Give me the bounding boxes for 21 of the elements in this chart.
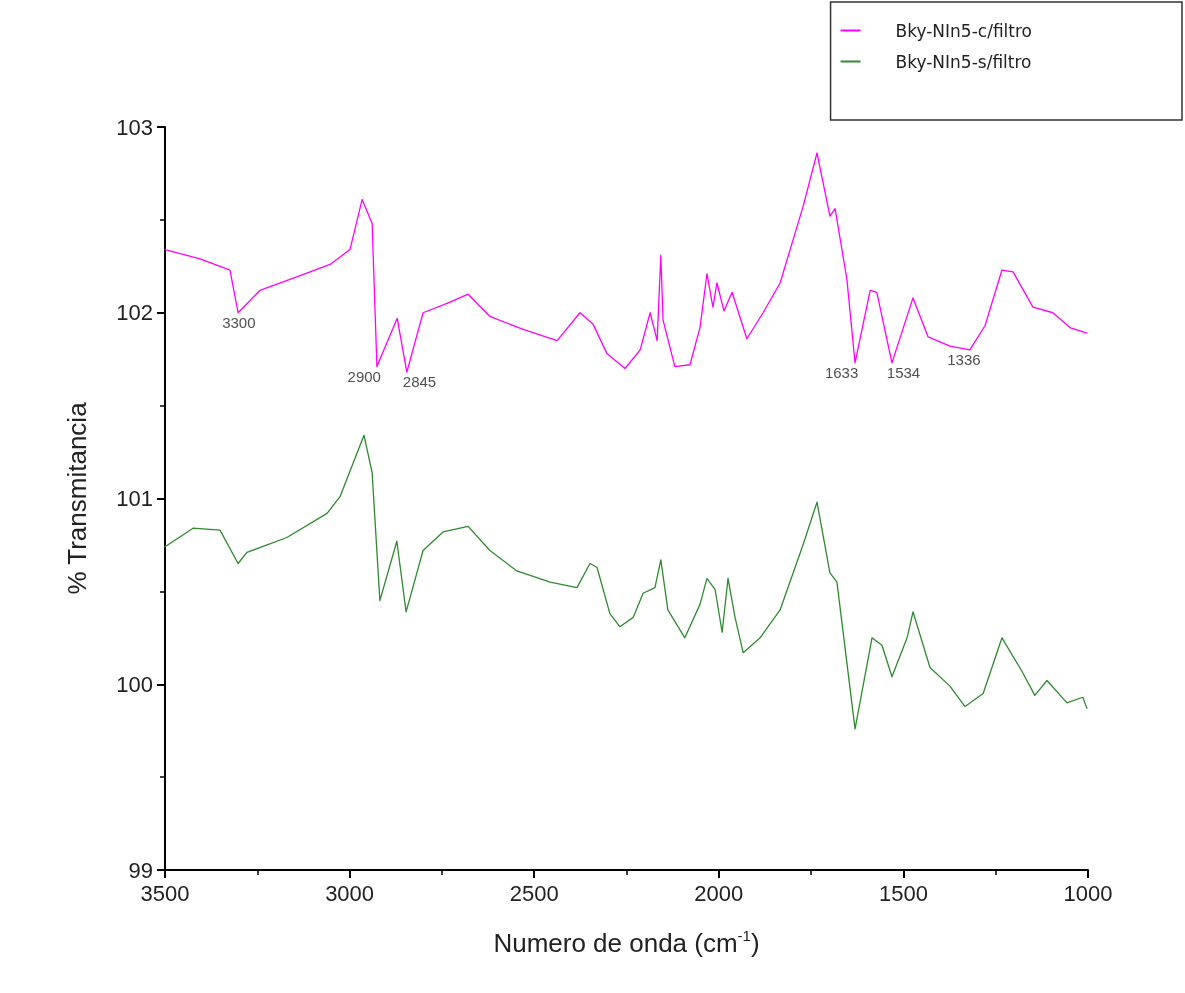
x-tick-label: 1000 [1063,880,1113,906]
y-tick-label: 100 [116,671,153,697]
annotation: 1534 [886,363,921,381]
annotation: 2900 [347,367,381,385]
y-tick-label: 103 [116,114,153,140]
x-tick-label: 3500 [140,880,190,906]
y-tick-label: 102 [116,300,153,326]
annotation: 2845 [402,373,437,391]
y-tick-label: 99 [128,857,153,883]
legend-label: Bky-NIn5-c/filtro [895,20,1033,41]
annotation: 1336 [947,350,981,368]
annotation: 1633 [824,363,859,381]
y-axis-title: % Transmitancia [62,401,92,595]
x-tick-label: 1500 [878,880,928,906]
x-tick-label: 2500 [509,880,559,906]
legend-label: Bky-NIn5-s/filtro [895,51,1032,72]
line-series [164,434,1088,730]
x-tick-label: 2000 [694,880,744,906]
x-tick-label: 3000 [325,880,375,906]
y-tick-label: 101 [116,486,153,511]
annotation: 3300 [222,313,256,331]
